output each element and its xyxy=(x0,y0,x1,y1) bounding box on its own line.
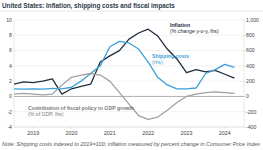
y2-tick-label: 800 xyxy=(246,32,255,38)
y2-tick-label: -200 xyxy=(246,109,256,115)
x-tick xyxy=(109,127,110,129)
y2-tick-label: 0 xyxy=(246,93,249,99)
x-tick-label: 2024 xyxy=(219,130,231,136)
y-tick-label: 6 xyxy=(9,47,12,53)
x-tick-label: 2022 xyxy=(142,130,154,136)
y2-tick-label: 1,000 xyxy=(246,17,259,23)
series-label-line: (rhs) xyxy=(152,59,163,65)
series-label: Shipping costs(rhs) xyxy=(152,53,189,65)
x-tick-label: 2020 xyxy=(66,130,78,136)
series-line xyxy=(14,74,234,120)
grid-line xyxy=(14,81,244,82)
plot-area xyxy=(14,29,234,119)
x-tick-label: 2023 xyxy=(181,130,193,136)
y-tick-label: 0 xyxy=(9,93,12,99)
chart: United States: Inflation, shipping costs… xyxy=(0,0,263,150)
y-tick-label: 8 xyxy=(9,32,12,38)
y-tick-label: -2 xyxy=(7,109,12,115)
x-tick-label: 2021 xyxy=(104,130,116,136)
x-tick xyxy=(186,127,187,129)
x-tick xyxy=(71,127,72,129)
x-tick xyxy=(224,127,225,129)
grid-line xyxy=(14,20,244,21)
grid-line xyxy=(14,127,244,128)
series-line xyxy=(14,41,234,89)
y-tick-label: 10 xyxy=(6,17,12,23)
y2-tick-label: -400 xyxy=(246,124,256,130)
series-line xyxy=(14,29,234,94)
series-label: Contribution of fiscal policy to GDP gro… xyxy=(28,105,134,117)
y2-tick-label: 200 xyxy=(246,78,255,84)
y-axis xyxy=(14,20,15,127)
y-tick-label: 4 xyxy=(9,63,12,69)
grid-line xyxy=(14,65,244,66)
title-rule xyxy=(0,11,263,12)
series-label-line: (% of GDP, lhs) xyxy=(28,111,64,117)
note: Note: Shipping costs indexed to 2019=100… xyxy=(2,142,261,147)
series-label-line: (% change y-o-y, lhs) xyxy=(170,28,219,34)
grid-line xyxy=(14,35,244,36)
y-tick-label: 2 xyxy=(9,78,12,84)
y2-tick-label: 600 xyxy=(246,47,255,53)
x-tick xyxy=(148,127,149,129)
x-tick-label: 2019 xyxy=(27,130,39,136)
x-axis xyxy=(14,127,244,128)
y-tick-label: -4 xyxy=(7,124,12,130)
series-label: Inflation(% change y-o-y, lhs) xyxy=(170,22,219,34)
grid-line xyxy=(14,96,244,97)
y2-tick-label: 400 xyxy=(246,63,255,69)
title: United States: Inflation, shipping costs… xyxy=(2,2,175,10)
grid-line xyxy=(14,50,244,51)
y2-axis xyxy=(244,20,245,127)
x-tick xyxy=(33,127,34,129)
